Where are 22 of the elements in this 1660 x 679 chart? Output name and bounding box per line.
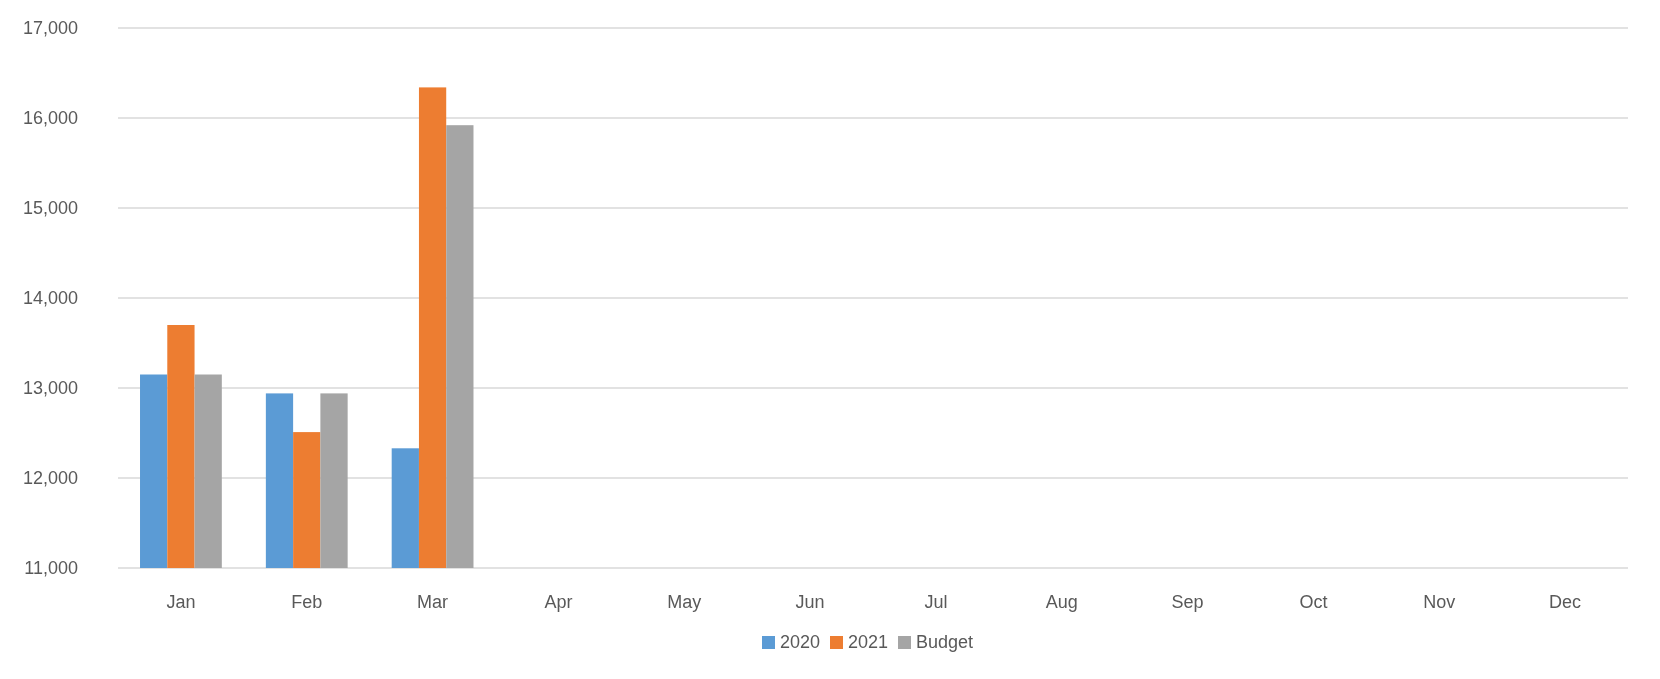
legend-label: 2020 xyxy=(780,632,821,652)
x-tick-label: Oct xyxy=(1299,592,1328,612)
legend-label: Budget xyxy=(916,632,974,652)
y-tick-label: 13,000 xyxy=(22,378,78,399)
x-tick-label: Jun xyxy=(795,592,825,612)
x-tick-label: Aug xyxy=(1045,592,1078,612)
x-tick-label: Dec xyxy=(1549,592,1582,612)
x-tick-label: Mar xyxy=(417,592,449,612)
y-tick-label: 15,000 xyxy=(22,198,78,219)
x-tick-label: Apr xyxy=(544,592,573,612)
x-tick-label: Jan xyxy=(166,592,196,612)
x-tick-label: Feb xyxy=(291,592,323,612)
x-tick-label: Jul xyxy=(924,592,948,612)
x-tick-label: Sep xyxy=(1171,592,1204,612)
legend-label: 2021 xyxy=(848,632,889,652)
y-tick-label: 12,000 xyxy=(22,468,78,489)
x-tick-label: Nov xyxy=(1423,592,1456,612)
y-tick-label: 16,000 xyxy=(22,108,78,129)
y-tick-label: 14,000 xyxy=(22,288,78,309)
y-tick-label: 11,000 xyxy=(24,558,78,579)
x-tick-label: May xyxy=(667,592,702,612)
y-tick-label: 17,000 xyxy=(22,18,78,39)
